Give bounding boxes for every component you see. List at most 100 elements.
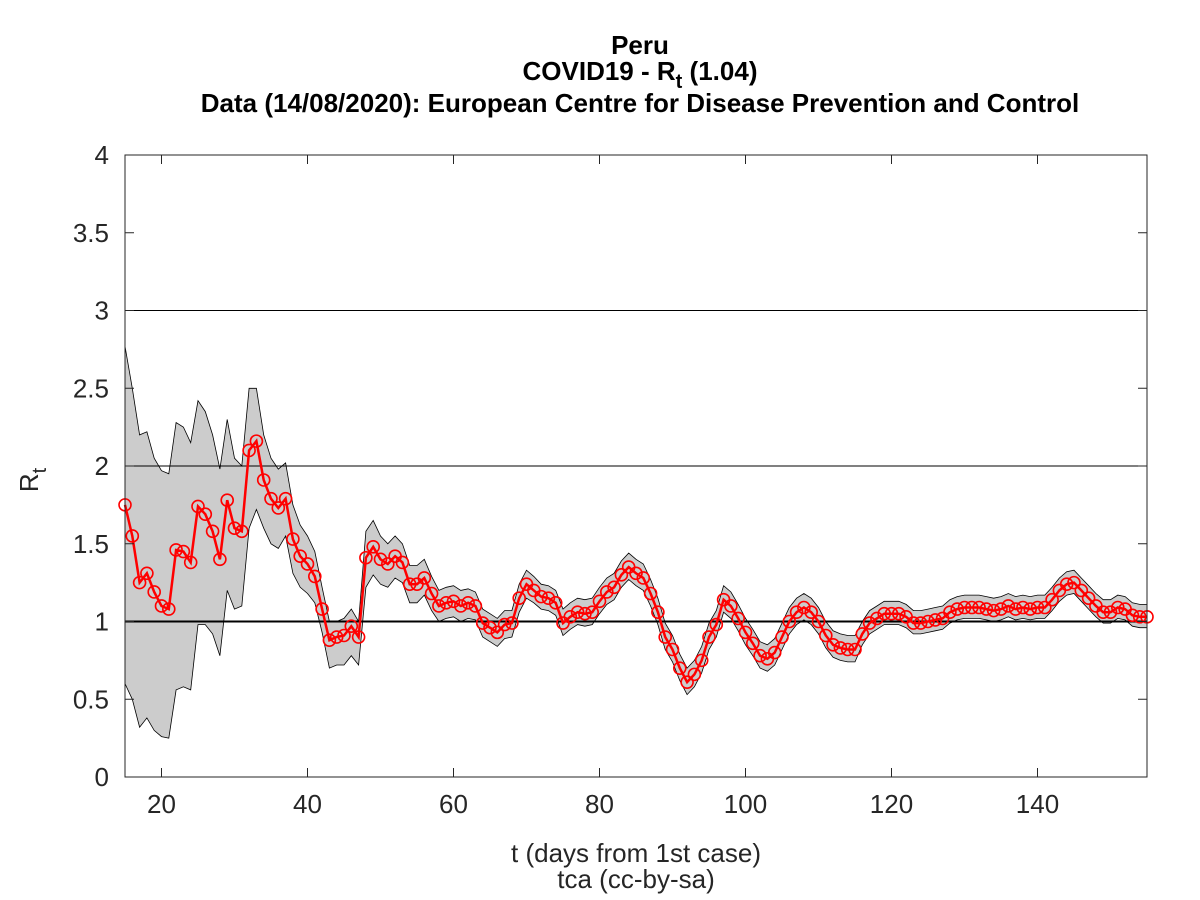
- rt-marker: [578, 606, 592, 621]
- rt-marker: [322, 633, 337, 647]
- rt-marker: [687, 667, 702, 682]
- rt-marker: [592, 594, 607, 609]
- rt-marker: [1023, 602, 1037, 616]
- rt-marker: [1132, 610, 1147, 624]
- rt-marker: [702, 630, 716, 644]
- rt-marker: [198, 507, 213, 522]
- rt-marker: [738, 625, 753, 640]
- rt-marker: [417, 571, 432, 585]
- rt-marker: [563, 610, 578, 624]
- rt-marker: [271, 501, 286, 515]
- title-line: COVID19 - Rt (1.04): [523, 56, 758, 93]
- y-tick-label: 2.5: [73, 373, 109, 403]
- rt-marker: [709, 617, 724, 632]
- title-text: COVID19 - R: [523, 56, 676, 86]
- rt-marker: [928, 613, 943, 627]
- rt-marker: [1001, 599, 1016, 613]
- rt-marker: [855, 627, 870, 641]
- rt-marker: [512, 591, 527, 605]
- y-tick-label: 0.5: [73, 684, 109, 714]
- rt-marker: [651, 605, 665, 619]
- rt-marker: [950, 602, 965, 616]
- rt-marker: [913, 616, 928, 630]
- x-tick-label: 120: [870, 789, 913, 819]
- title-subscript: t: [676, 71, 683, 93]
- rt-marker: [140, 566, 154, 581]
- rt-marker: [293, 549, 308, 563]
- rt-marker: [964, 600, 979, 615]
- rt-marker: [534, 589, 548, 604]
- rt-marker: [665, 642, 680, 657]
- rt-marker: [672, 661, 687, 675]
- y-tick-label: 3.5: [73, 218, 109, 248]
- rt-marker: [169, 543, 183, 557]
- rt-marker: [402, 577, 417, 591]
- rt-marker: [286, 532, 300, 546]
- rt-marker: [351, 630, 366, 644]
- rt-marker: [468, 599, 483, 613]
- rt-marker: [1008, 602, 1023, 616]
- rt-marker: [439, 596, 454, 610]
- rt-marker: [643, 586, 658, 601]
- rt-marker: [789, 605, 804, 619]
- x-tick-label: 80: [585, 789, 614, 819]
- x-tick-label: 20: [147, 789, 176, 819]
- rt-marker: [1096, 605, 1110, 619]
- rt-marker: [1111, 600, 1125, 615]
- rt-marker: [797, 600, 811, 615]
- rt-marker: [227, 521, 242, 536]
- y-axis-label: Rt: [14, 467, 51, 492]
- rt-marker: [490, 625, 505, 640]
- rt-marker: [599, 585, 614, 599]
- rt-marker: [264, 491, 278, 506]
- rt-marker: [541, 591, 556, 605]
- y-label-text: R: [14, 473, 44, 492]
- y-label-subscript: t: [29, 467, 51, 473]
- rt-marker: [840, 642, 855, 657]
- rt-marker: [804, 605, 819, 619]
- rt-marker: [1125, 608, 1140, 623]
- rt-marker: [753, 648, 767, 663]
- y-tick-label: 3: [95, 296, 109, 326]
- rt-marker: [176, 544, 191, 559]
- rt-marker: [278, 491, 293, 506]
- rt-marker: [1016, 600, 1030, 615]
- rt-marker: [994, 602, 1008, 616]
- rt-marker: [453, 599, 468, 613]
- rt-marker: [373, 552, 388, 567]
- rt-marker: [205, 524, 220, 539]
- rt-marker: [1067, 575, 1081, 590]
- rt-marker: [782, 614, 797, 629]
- rt-marker: [986, 603, 1001, 618]
- rt-marker: [811, 614, 826, 629]
- rt-marker: [1038, 600, 1052, 615]
- x-tick-label: 40: [293, 789, 322, 819]
- rt-marker: [731, 611, 746, 626]
- rt-marker: [694, 653, 709, 668]
- rt-marker: [380, 557, 395, 571]
- rt-marker: [979, 602, 994, 616]
- rt-marker: [826, 638, 840, 652]
- rt-marker: [972, 600, 986, 615]
- rt-marker: [366, 540, 381, 554]
- note: tca (cc-by-sa): [557, 864, 714, 894]
- rt-marker: [724, 599, 738, 613]
- rt-marker: [818, 628, 833, 643]
- rt-marker: [337, 628, 351, 643]
- rt-marker: [680, 675, 694, 689]
- rt-marker: [629, 566, 643, 581]
- rt-marker: [570, 605, 585, 619]
- rt-marker: [213, 552, 227, 567]
- rt-marker: [921, 614, 935, 629]
- rt-marker: [505, 616, 519, 630]
- x-axis-label: t (days from 1st case): [511, 838, 761, 868]
- rt-marker: [585, 605, 600, 619]
- y-tick-label: 1.5: [73, 529, 109, 559]
- rt-marker: [220, 493, 234, 508]
- y-tick-label: 4: [95, 140, 109, 170]
- rt-marker: [446, 594, 461, 609]
- rt-marker: [242, 443, 256, 458]
- x-tick-label: 100: [724, 789, 767, 819]
- rt-marker: [833, 641, 848, 655]
